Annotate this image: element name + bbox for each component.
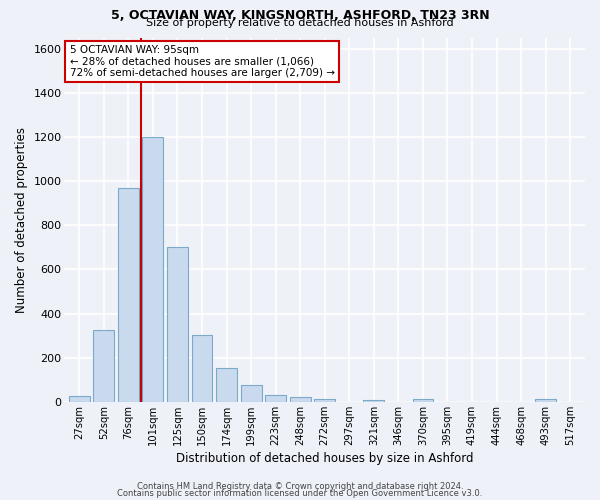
Bar [364, 400, 384, 402]
Bar [265, 396, 286, 402]
Text: 5 OCTAVIAN WAY: 95sqm
← 28% of detached houses are smaller (1,066)
72% of semi-d: 5 OCTAVIAN WAY: 95sqm ← 28% of detached … [70, 45, 335, 78]
Bar [167, 248, 188, 402]
Text: Size of property relative to detached houses in Ashford: Size of property relative to detached ho… [146, 18, 454, 28]
Bar [142, 137, 163, 402]
Bar [94, 330, 114, 402]
Text: 5, OCTAVIAN WAY, KINGSNORTH, ASHFORD, TN23 3RN: 5, OCTAVIAN WAY, KINGSNORTH, ASHFORD, TN… [110, 9, 490, 22]
Bar [69, 396, 89, 402]
X-axis label: Distribution of detached houses by size in Ashford: Distribution of detached houses by size … [176, 452, 473, 465]
Bar [535, 400, 556, 402]
Bar [241, 386, 262, 402]
Y-axis label: Number of detached properties: Number of detached properties [15, 126, 28, 312]
Bar [314, 400, 335, 402]
Bar [118, 188, 139, 402]
Text: Contains public sector information licensed under the Open Government Licence v3: Contains public sector information licen… [118, 489, 482, 498]
Text: Contains HM Land Registry data © Crown copyright and database right 2024.: Contains HM Land Registry data © Crown c… [137, 482, 463, 491]
Bar [413, 399, 433, 402]
Bar [191, 334, 212, 402]
Bar [216, 368, 237, 402]
Bar [290, 398, 311, 402]
